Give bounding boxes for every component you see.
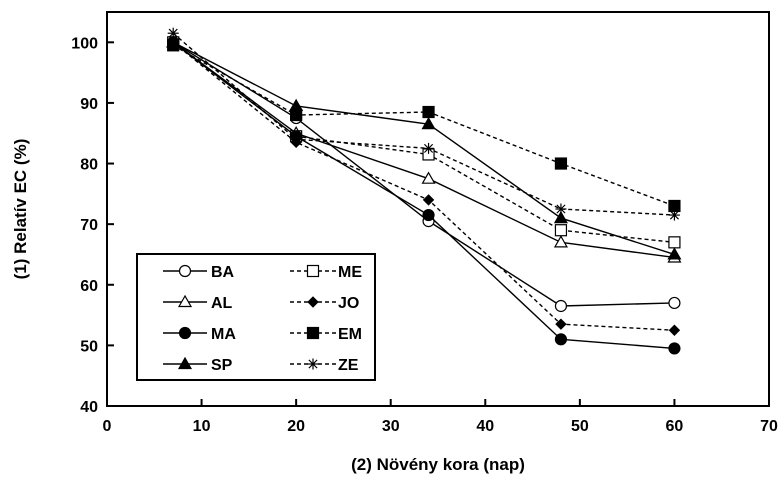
- legend-label: SP: [211, 357, 233, 374]
- legend-label: BA: [211, 264, 235, 281]
- data-point-ma: [554, 333, 568, 346]
- y-tick-label: 100: [71, 35, 98, 52]
- legend-label: AL: [211, 295, 233, 312]
- data-point-ze: [290, 133, 302, 145]
- legend: BA AL MA SP ME JO EM ZE: [136, 253, 376, 381]
- legend-entry-me: ME: [290, 264, 362, 281]
- data-point-me: [668, 236, 681, 249]
- x-axis-title: (2) Növény kora (nap): [351, 455, 525, 474]
- data-point-em: [554, 157, 568, 170]
- legend-label: ME: [338, 264, 362, 281]
- legend-marker: [178, 264, 192, 278]
- x-tick-label: 50: [571, 418, 589, 435]
- legend-entry-sp: SP: [163, 356, 233, 374]
- data-point-sp: [289, 98, 304, 112]
- y-tick-label: 70: [80, 217, 98, 234]
- legend-entry-ze: ZE: [290, 357, 359, 374]
- legend-marker: [177, 294, 193, 308]
- plot-area-frame: [106, 11, 770, 407]
- y-tick-label: 50: [80, 338, 98, 355]
- data-point-em: [290, 108, 303, 122]
- legend-entry-em: EM: [290, 326, 362, 343]
- data-point-ma: [422, 208, 435, 222]
- y-tick-label: 90: [80, 96, 98, 113]
- x-tick-label: 70: [760, 418, 778, 435]
- legend-box: [136, 253, 376, 381]
- data-point-sp: [166, 35, 181, 48]
- data-point-jo: [668, 324, 681, 336]
- legend-entry-al: AL: [163, 294, 233, 312]
- series-lines: [166, 27, 682, 355]
- x-tick-label: 40: [476, 418, 494, 435]
- data-point-ze: [423, 142, 435, 154]
- legend-label: EM: [338, 326, 362, 343]
- data-point-al: [421, 171, 436, 184]
- legend-marker: [306, 326, 320, 340]
- data-point-me: [554, 224, 568, 237]
- x-tick-label: 20: [287, 418, 305, 435]
- y-tick-label: 40: [80, 399, 98, 416]
- data-point-jo: [422, 194, 435, 206]
- data-point-al: [553, 235, 568, 248]
- data-point-ma: [668, 342, 681, 355]
- legend-marker: [178, 326, 192, 340]
- data-point-sp: [553, 210, 568, 224]
- y-axis-title: (1) Relatív EC (%): [11, 139, 30, 280]
- series-ze: [167, 27, 680, 221]
- series-sp: [166, 35, 682, 260]
- legend-label: ZE: [338, 357, 359, 374]
- data-point-ba: [668, 296, 681, 310]
- x-tick-label: 10: [193, 418, 211, 435]
- legend-marker: [306, 264, 320, 278]
- data-point-em: [422, 105, 435, 119]
- legend-marker: [307, 296, 319, 308]
- axis-ticks: 0 10 20 30 40 50 60 70 40 50 60 70 80 90 100: [71, 35, 778, 435]
- y-tick-label: 80: [80, 157, 98, 174]
- legend-entry-jo: JO: [290, 295, 359, 312]
- data-point-ze: [668, 209, 680, 221]
- data-point-ba: [554, 299, 568, 313]
- legend-label: JO: [338, 295, 359, 312]
- legend-label: MA: [211, 326, 236, 343]
- data-point-jo: [555, 318, 567, 330]
- legend-marker: [307, 358, 319, 370]
- data-point-sp: [667, 247, 682, 260]
- legend-entry-ma: MA: [163, 326, 236, 343]
- data-point-ze: [555, 203, 567, 215]
- data-point-ze: [167, 27, 179, 39]
- legend-marker: [177, 356, 193, 370]
- x-tick-label: 30: [382, 418, 400, 435]
- legend-entry-ba: BA: [163, 264, 235, 281]
- y-tick-label: 60: [80, 278, 98, 295]
- x-tick-label: 60: [666, 418, 684, 435]
- x-tick-label: 0: [103, 418, 112, 435]
- data-point-sp: [421, 116, 436, 130]
